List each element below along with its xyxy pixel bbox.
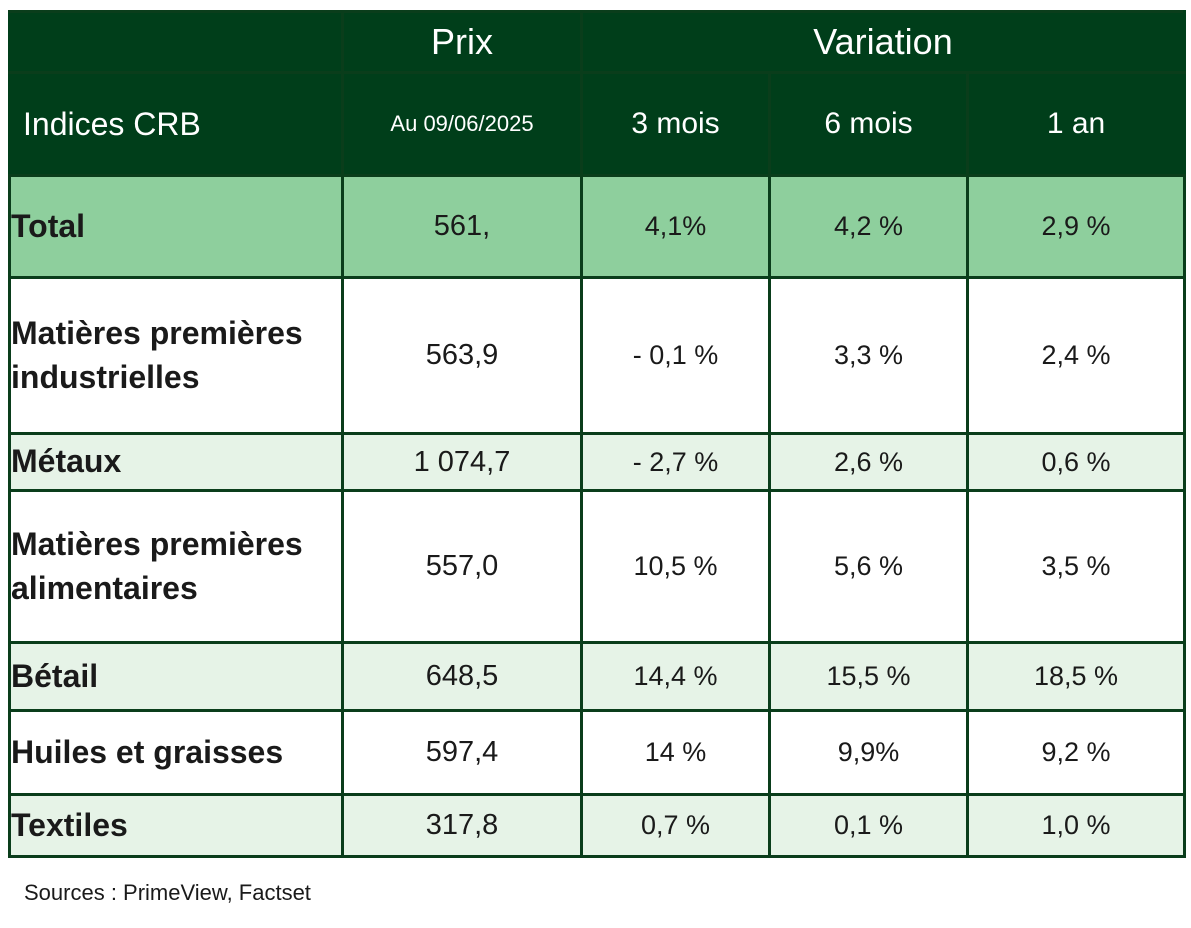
header-row-top: Prix Variation — [8, 10, 1187, 74]
header-1-an: 1 an — [965, 71, 1187, 177]
row-6-mois: 2,6 % — [768, 432, 969, 492]
sources-note: Sources : PrimeView, Factset — [24, 880, 311, 905]
header-6-mois: 6 mois — [768, 71, 969, 177]
row-label: Métaux — [8, 432, 344, 492]
row-label: Huiles et graisses — [8, 709, 344, 796]
row-prix: 563,9 — [341, 276, 583, 435]
table-row: Textiles 317,8 0,7 % 0,1 % 1,0 % — [8, 793, 1187, 858]
crb-indices-table: Prix Variation Indices CRB Au 09/06/2025… — [8, 10, 1187, 858]
row-6-mois: 4,2 % — [768, 174, 969, 279]
row-1-an: 18,5 % — [965, 641, 1187, 712]
row-label: Textiles — [8, 793, 344, 858]
table-row: Total 561, 4,1% 4,2 % 2,9 % — [8, 174, 1187, 279]
row-3-mois: 0,7 % — [580, 793, 771, 858]
row-prix: 1 074,7 — [341, 432, 583, 492]
crb-table-container: Prix Variation Indices CRB Au 09/06/2025… — [8, 10, 1187, 858]
row-1-an: 2,4 % — [965, 276, 1187, 435]
row-1-an: 2,9 % — [965, 174, 1187, 279]
header-3-mois: 3 mois — [580, 71, 771, 177]
row-3-mois: 4,1% — [580, 174, 771, 279]
row-label: Bétail — [8, 641, 344, 712]
row-3-mois: 14,4 % — [580, 641, 771, 712]
row-6-mois: 5,6 % — [768, 489, 969, 644]
row-prix: 561, — [341, 174, 583, 279]
row-3-mois: 14 % — [580, 709, 771, 796]
row-prix: 597,4 — [341, 709, 583, 796]
row-1-an: 1,0 % — [965, 793, 1187, 858]
table-row: Métaux 1 074,7 - 2,7 % 2,6 % 0,6 % — [8, 432, 1187, 492]
row-label: Total — [8, 174, 344, 279]
row-label: Matières premières industrielles — [8, 276, 344, 435]
row-3-mois: 10,5 % — [580, 489, 771, 644]
header-prix: Prix — [341, 10, 583, 74]
header-corner — [8, 10, 344, 74]
row-prix: 557,0 — [341, 489, 583, 644]
row-6-mois: 15,5 % — [768, 641, 969, 712]
row-1-an: 3,5 % — [965, 489, 1187, 644]
table-row: Matières premières alimentaires 557,0 10… — [8, 489, 1187, 644]
row-prix: 317,8 — [341, 793, 583, 858]
row-label: Matières premières alimentaires — [8, 489, 344, 644]
table-row: Huiles et graisses 597,4 14 % 9,9% 9,2 % — [8, 709, 1187, 796]
row-3-mois: - 2,7 % — [580, 432, 771, 492]
row-1-an: 9,2 % — [965, 709, 1187, 796]
row-6-mois: 0,1 % — [768, 793, 969, 858]
row-1-an: 0,6 % — [965, 432, 1187, 492]
table-row: Bétail 648,5 14,4 % 15,5 % 18,5 % — [8, 641, 1187, 712]
header-variation: Variation — [579, 10, 1187, 74]
header-date: Au 09/06/2025 — [341, 71, 583, 177]
row-3-mois: - 0,1 % — [580, 276, 771, 435]
table-row: Matières premières industrielles 563,9 -… — [8, 276, 1187, 435]
row-prix: 648,5 — [341, 641, 583, 712]
header-row-sub: Indices CRB Au 09/06/2025 3 mois 6 mois … — [8, 71, 1187, 177]
header-indices: Indices CRB — [8, 71, 344, 177]
row-6-mois: 3,3 % — [768, 276, 969, 435]
row-6-mois: 9,9% — [768, 709, 969, 796]
